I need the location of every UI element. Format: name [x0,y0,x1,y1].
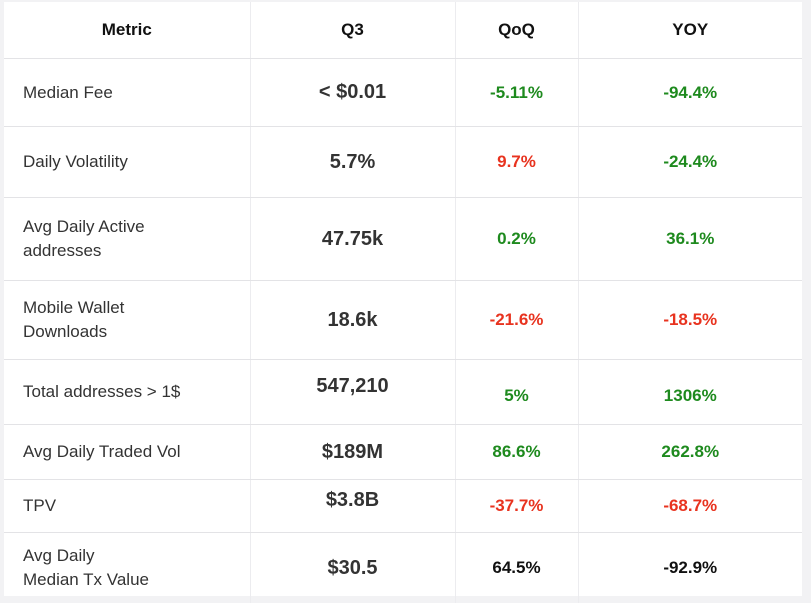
qoq-value: -21.6% [455,281,578,360]
yoy-value: -94.4% [578,59,802,127]
qoq-value: -37.7% [455,480,578,533]
q3-value-text: $3.8B [326,489,379,511]
header-metric: Metric [4,2,250,59]
qoq-value: 64.5% [455,533,578,603]
yoy-value: -18.5% [578,281,802,360]
table-row: Daily Volatility 5.7% 9.7% -24.4% [4,127,802,198]
header-row: Metric Q3 QoQ YOY [4,2,802,59]
metric-cell: Total addresses > 1$ [4,360,250,425]
header-q3: Q3 [250,2,455,59]
q3-value: < $0.01 [250,59,455,127]
yoy-value: 1306% [578,360,802,425]
table-row: Total addresses > 1$ 547,210 5% 1306% [4,360,802,425]
metric-label: Median Tx Value [23,570,149,589]
metric-label: Daily Volatility [23,152,128,171]
yoy-value: 36.1% [578,198,802,281]
qoq-value: -5.11% [455,59,578,127]
metric-label: Mobile Wallet [23,298,124,317]
metric-label: Avg Daily Traded Vol [23,442,181,461]
metric-label: addresses [23,241,101,260]
q3-value: 5.7% [250,127,455,198]
q3-value: $189M [250,425,455,480]
q3-value-text: 547,210 [316,375,388,397]
qoq-value: 0.2% [455,198,578,281]
q3-value: $30.5 [250,533,455,603]
metric-cell: Mobile Wallet Downloads [4,281,250,360]
qoq-value: 9.7% [455,127,578,198]
metric-cell: Avg Daily Traded Vol [4,425,250,480]
yoy-value: -68.7% [578,480,802,533]
q3-value: 18.6k [250,281,455,360]
q3-value: 47.75k [250,198,455,281]
qoq-value: 5% [455,360,578,425]
table-row: Avg Daily Traded Vol $189M 86.6% 262.8% [4,425,802,480]
metric-label: TPV [23,496,56,515]
metric-cell: TPV [4,480,250,533]
table-row: TPV $3.8B -37.7% -68.7% [4,480,802,533]
q3-value: 547,210 [250,360,455,425]
table-row: Avg Daily Active addresses 47.75k 0.2% 3… [4,198,802,281]
yoy-value: -92.9% [578,533,802,603]
yoy-value: 262.8% [578,425,802,480]
metric-cell: Median Fee [4,59,250,127]
header-yoy: YOY [578,2,802,59]
table-row: Mobile Wallet Downloads 18.6k -21.6% -18… [4,281,802,360]
header-qoq: QoQ [455,2,578,59]
metric-label: Avg Daily [23,546,95,565]
metric-label: Downloads [23,322,107,341]
metric-label: Avg Daily Active [23,217,145,236]
metric-cell: Avg Daily Median Tx Value [4,533,250,603]
q3-value: $3.8B [250,480,455,533]
metric-cell: Daily Volatility [4,127,250,198]
qoq-value: 86.6% [455,425,578,480]
table-row: Median Fee < $0.01 -5.11% -94.4% [4,59,802,127]
qoq-value-text: 5% [504,386,529,405]
metric-label: Total addresses > 1$ [23,382,180,401]
metrics-table: Metric Q3 QoQ YOY Median Fee < $0.01 -5.… [4,2,802,603]
yoy-value: -24.4% [578,127,802,198]
metrics-table-card: Metric Q3 QoQ YOY Median Fee < $0.01 -5.… [4,2,802,596]
table-row: Avg Daily Median Tx Value $30.5 64.5% -9… [4,533,802,603]
yoy-value-text: 1306% [664,386,717,405]
metric-label: Median Fee [23,83,113,102]
metric-cell: Avg Daily Active addresses [4,198,250,281]
